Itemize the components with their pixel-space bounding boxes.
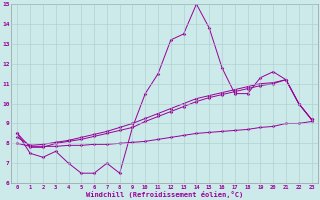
X-axis label: Windchill (Refroidissement éolien,°C): Windchill (Refroidissement éolien,°C) — [86, 191, 243, 198]
